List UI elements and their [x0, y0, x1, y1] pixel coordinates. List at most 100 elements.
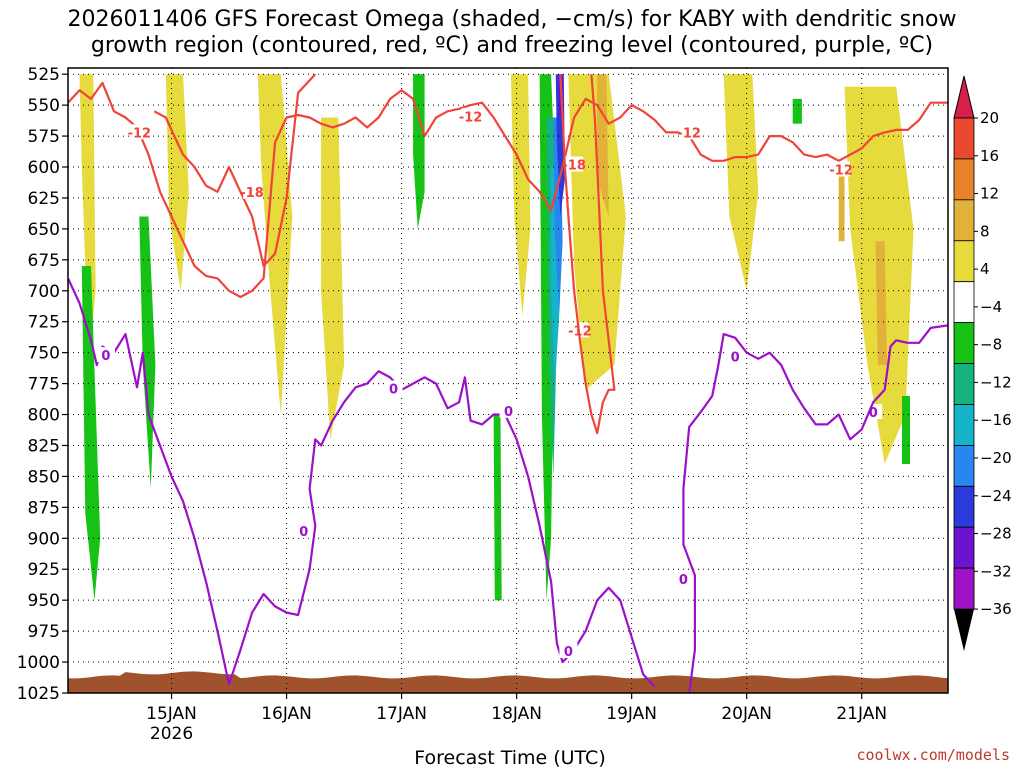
omega-shade-region-5 — [568, 74, 626, 390]
y-tick-label: 925 — [28, 560, 60, 580]
contour-dgz-top — [68, 81, 948, 299]
y-tick-label: 975 — [28, 622, 60, 642]
y-tick-label: 600 — [28, 158, 60, 178]
y-tick-label: 1025 — [17, 684, 60, 704]
contour-label-bg — [680, 124, 699, 140]
contour-label-freezing-level: 0 — [101, 349, 110, 364]
y-tick-label: 1000 — [17, 653, 60, 673]
x-tick-label: 15JAN — [146, 704, 197, 724]
omega-shade-region-6 — [723, 74, 759, 291]
contour-label-bg — [726, 348, 745, 364]
y-tick-label: 525 — [28, 65, 60, 85]
contour-label-group-dgz-bottom-0: -18 — [240, 183, 264, 201]
colorbar-swatch-4 — [953, 240, 975, 283]
colorbar-swatch-5 — [953, 281, 975, 324]
colorbar-swatch-1 — [953, 117, 975, 160]
contour-label-dgz-top: -12 — [677, 126, 701, 141]
y-tick-label: 575 — [28, 127, 60, 147]
contour-label-bg — [674, 571, 693, 587]
y-tick-label: 550 — [28, 96, 60, 116]
contour-label-dgz-top: -12 — [829, 163, 853, 178]
colorbar-tick-label: 12 — [980, 185, 999, 203]
x-tick-label: 21JAN — [836, 704, 887, 724]
x-tick-label: 17JAN — [376, 704, 427, 724]
colorbar-swatch-3 — [953, 199, 975, 242]
contour-label-freezing-level: 0 — [679, 573, 688, 588]
contour-label-group-dgz-bottom-1: -18 — [562, 156, 586, 174]
colorbar-swatch-6 — [953, 322, 975, 364]
contour-label-dgz-bottom: -18 — [562, 159, 586, 174]
contour-label-freezing-level: 0 — [299, 525, 308, 540]
contour-label-dgz-top: -12 — [128, 126, 152, 141]
colorbar-tick-label: 8 — [980, 222, 990, 240]
x-tick-label: 20JAN — [721, 704, 772, 724]
contour-label-bg — [96, 347, 115, 363]
colorbar-swatch-8 — [953, 404, 975, 446]
contour-label-bg — [565, 156, 584, 172]
colorbar-tick-label: −8 — [980, 336, 1002, 354]
plot-frame — [67, 67, 949, 694]
colorbar-tick-label: −20 — [980, 449, 1012, 467]
contour-label-group-dgz-top-3: -12 — [829, 161, 853, 178]
credit-text: coolwx.com/models — [856, 746, 1010, 764]
colorbar-swatch-9 — [953, 444, 975, 487]
contour-label-group-freezing-level-6: 0 — [726, 348, 745, 365]
y-tick-label: 850 — [28, 467, 60, 487]
contour-label-freezing-level: 0 — [389, 383, 398, 398]
y-tick-label: 725 — [28, 313, 60, 333]
contour-label-group-freezing-level-2: 0 — [499, 402, 518, 420]
contour-label-bg — [294, 522, 313, 538]
colorbar-tick-label: −4 — [980, 298, 1002, 316]
y-tick-label: 825 — [28, 436, 60, 456]
omega-shade-region-4 — [510, 74, 531, 316]
contour-label-bg — [499, 402, 518, 418]
contour-label-bg — [832, 161, 851, 177]
omega-shade-region-17 — [902, 396, 910, 464]
contour-label-group-freezing-level-5: 0 — [674, 571, 693, 588]
colorbar-tick-label: −32 — [980, 562, 1012, 580]
contour-label-group-dgz-top-1: -12 — [459, 108, 482, 125]
colorbar-swatch-11 — [953, 526, 975, 569]
contour-label-group-freezing-level-1: 0 — [384, 380, 403, 398]
x-tick-label: 16JAN — [261, 704, 312, 724]
omega-shade-region-10 — [838, 167, 845, 242]
contour-label-freezing-level: 0 — [564, 645, 573, 660]
contour-label-bg — [559, 642, 578, 658]
contour-dgz-18 — [559, 74, 616, 435]
contour-freezing-level-east — [682, 324, 948, 693]
y-tick-label: 900 — [28, 529, 60, 549]
y-axis: 525 550 575 600 625 650 675 700 725 750 775 800 825 8… — [17, 65, 68, 704]
contour-label-group-freezing-level-0: 0 — [96, 347, 115, 364]
colorbar-swatch-gray — [953, 567, 975, 610]
x-axis-title: Forecast Time (UTC) — [414, 747, 605, 768]
colorbar: 20 16 12 8 4 −4 −8 −12 −16 −20 −24 −28 −32 −36 — [953, 75, 1012, 652]
colorbar-tick-label: −12 — [980, 373, 1012, 391]
y-tick-label: 800 — [28, 406, 60, 426]
colorbar-swatch-7 — [953, 363, 975, 405]
colorbar-tick-label: −36 — [980, 600, 1012, 618]
x-tick-year-label: 2026 — [150, 724, 193, 744]
contour-label-freezing-level: 0 — [504, 405, 513, 420]
colorbar-tick-label: 4 — [980, 260, 990, 278]
contour-label-bg — [461, 108, 480, 124]
x-axis: 15JAN 16JAN 17JAN 18JAN 19JAN 20JAN 21JAN 2026 — [146, 693, 887, 744]
contour-dgz-bottom — [153, 73, 317, 268]
contour-label-dgz-bottom: -18 — [240, 186, 264, 201]
colorbar-tick-label: 16 — [980, 147, 999, 165]
contour-label-bg — [570, 322, 589, 338]
colorbar-tick-label: −28 — [980, 525, 1012, 543]
contour-label-bg — [243, 183, 262, 199]
contour-label-group-freezing-level-4: 0 — [559, 642, 578, 660]
omega-shade-region-3 — [321, 117, 345, 440]
omega-shade-region-14 — [493, 414, 502, 601]
terrain-band — [68, 671, 948, 693]
y-tick-label: 625 — [28, 189, 60, 209]
omega-shade-region-13 — [413, 74, 425, 229]
y-tick-label: 675 — [28, 251, 60, 271]
omega-shade-region-1 — [165, 74, 189, 291]
y-tick-label: 750 — [28, 344, 60, 364]
omega-shade-region-16 — [792, 98, 802, 124]
